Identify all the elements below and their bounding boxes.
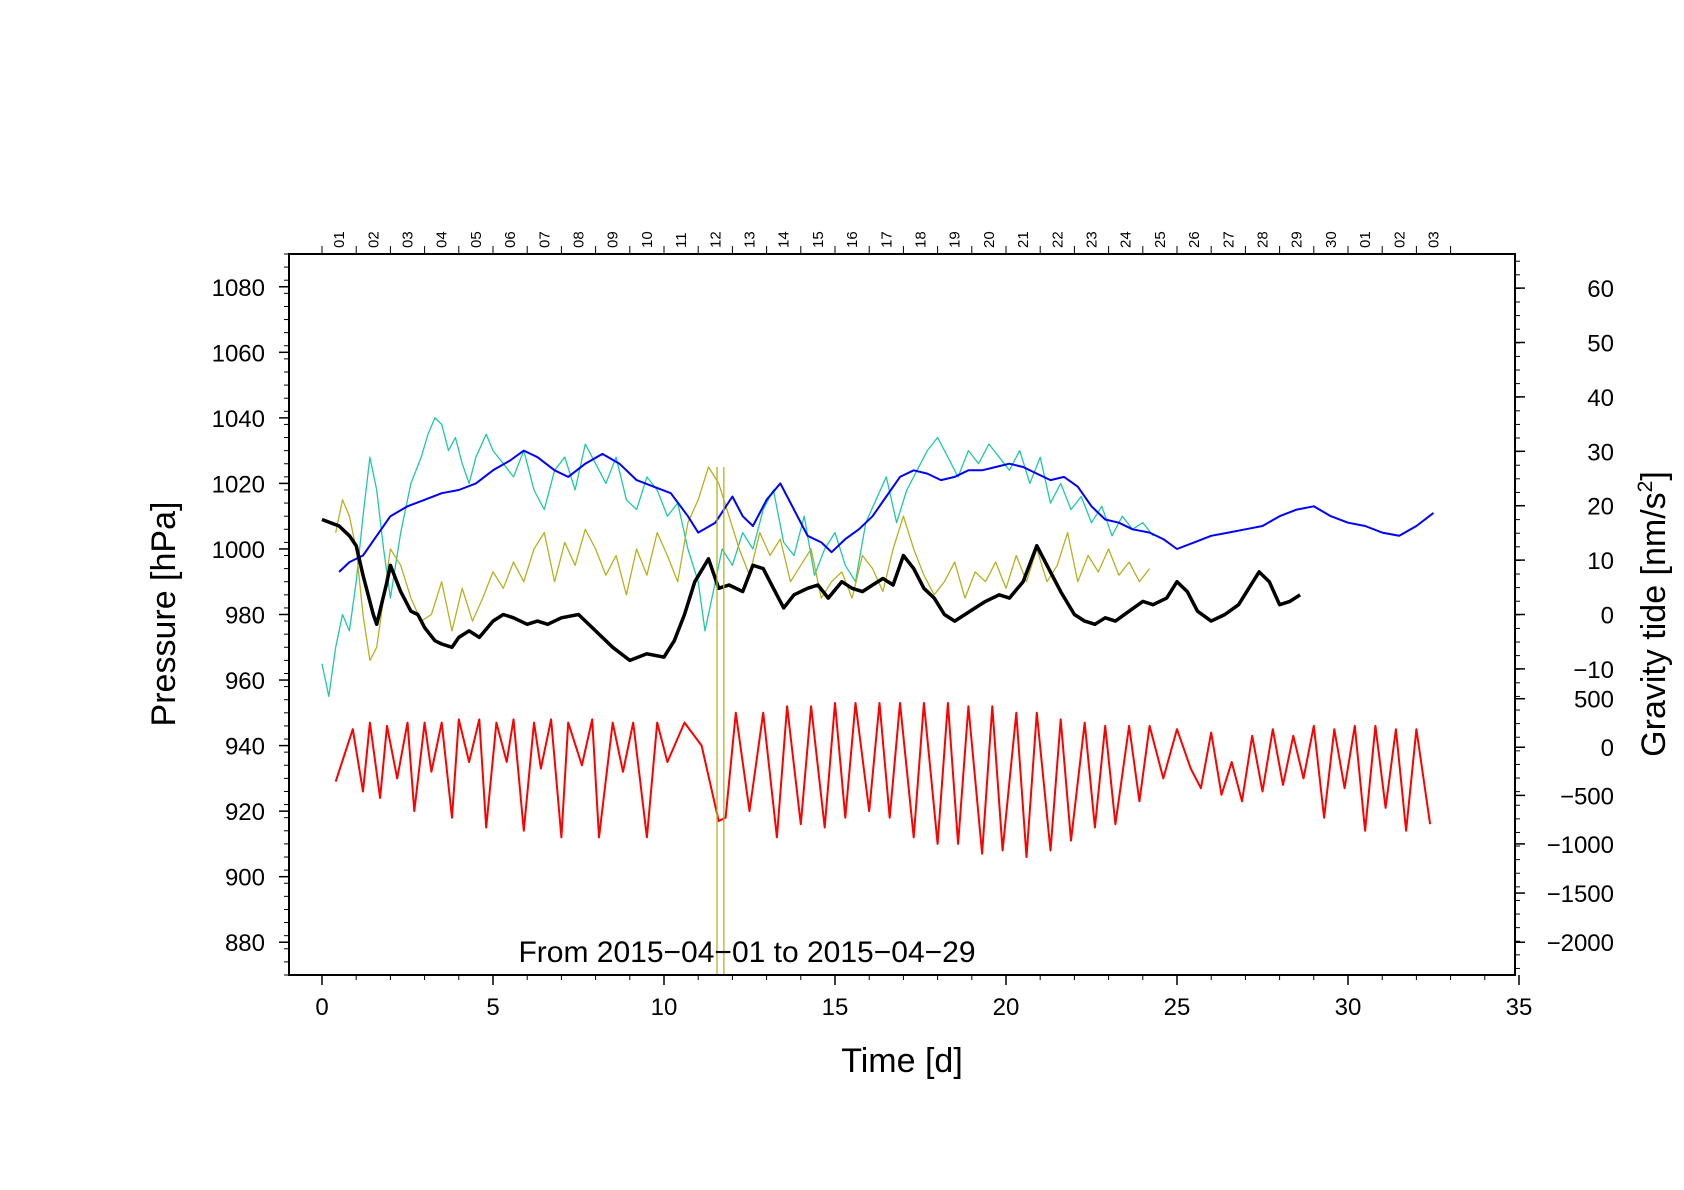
y-tick-label-right-lower: 500 (1574, 687, 1614, 714)
y-tick-label-left: 1000 (212, 537, 265, 564)
y-tick-label-left: 1080 (212, 275, 265, 302)
y-axis-title-right-sup: 2 (1634, 481, 1657, 493)
date-range-annotation: From 2015−04−01 to 2015−04−29 (518, 936, 975, 969)
top-day-label: 19 (947, 231, 964, 248)
top-day-label: 11 (673, 232, 690, 248)
y-tick-label-left: 940 (225, 734, 265, 761)
top-day-label: 22 (1049, 231, 1066, 248)
x-tick-label: 0 (315, 994, 328, 1021)
y-tick-label-left: 960 (225, 668, 265, 695)
top-day-label: 04 (434, 231, 451, 248)
x-tick-label: 15 (822, 994, 849, 1021)
x-tick-label: 25 (1164, 994, 1191, 1021)
y-tick-label-right-upper: 50 (1587, 330, 1614, 357)
top-day-label: 27 (1220, 231, 1237, 248)
top-day-label: 16 (844, 231, 861, 248)
top-day-label: 05 (468, 231, 485, 248)
top-day-label: 21 (1015, 231, 1032, 248)
top-day-label: 14 (776, 231, 793, 248)
y-tick-label-left: 1040 (212, 406, 265, 433)
top-day-label: 13 (742, 231, 759, 248)
x-tick-label: 20 (993, 994, 1020, 1021)
y-tick-label-right-lower: −500 (1560, 783, 1614, 810)
top-day-label: 28 (1255, 231, 1272, 248)
top-day-label: 10 (639, 231, 656, 248)
top-day-label: 20 (981, 231, 998, 248)
top-day-label: 18 (913, 231, 930, 248)
series-layer (321, 417, 1435, 975)
y-tick-label-left: 900 (225, 865, 265, 892)
top-day-label: 03 (400, 231, 417, 248)
y-tick-label-left: 920 (225, 799, 265, 826)
top-day-label: 07 (536, 231, 553, 248)
series-line-pressure-series-a (321, 417, 1154, 698)
top-day-label: 08 (571, 231, 588, 248)
y-axis-title-right: Gravity tide [nm/s2] (1634, 471, 1673, 757)
plot-area (288, 253, 1516, 976)
top-day-label: 25 (1152, 231, 1169, 248)
y-axis-title-right-main: Gravity tide [nm/s (1635, 492, 1673, 757)
y-tick-label-right-lower: 0 (1601, 735, 1614, 762)
y-tick-label-right-lower: −1500 (1547, 881, 1614, 908)
y-tick-label-right-upper: 30 (1587, 439, 1614, 466)
y-tick-label-left: 1060 (212, 340, 265, 367)
top-day-label: 09 (605, 231, 622, 248)
top-day-label: 12 (707, 231, 724, 248)
y-tick-label-right-upper: 0 (1601, 603, 1614, 630)
top-day-label: 26 (1186, 231, 1203, 248)
x-tick-label: 10 (651, 994, 678, 1021)
y-tick-label-right-upper: 40 (1587, 385, 1614, 412)
x-tick-label: 30 (1335, 994, 1362, 1021)
y-tick-label-left: 980 (225, 603, 265, 630)
top-day-label: 03 (1426, 231, 1443, 248)
top-day-label: 01 (1357, 231, 1374, 248)
x-tick-label: 35 (1506, 994, 1533, 1021)
top-day-label: 23 (1084, 231, 1101, 248)
top-day-label: 02 (365, 231, 382, 248)
y-tick-label-right-lower: −1000 (1547, 832, 1614, 859)
top-day-label: 17 (878, 231, 895, 248)
y-tick-label-right-upper: −10 (1573, 657, 1614, 684)
plot-frame (288, 253, 1516, 976)
x-tick-label: 5 (486, 994, 499, 1021)
series-line-pressure-series-b (335, 466, 1151, 662)
top-day-label: 15 (810, 231, 827, 248)
y-tick-label-right-lower: −2000 (1547, 930, 1614, 957)
y-tick-label-right-upper: 20 (1587, 494, 1614, 521)
series-line-gravity-tide (334, 702, 1432, 858)
series-line-pressure-regional (338, 449, 1435, 573)
y-tick-label-left: 1020 (212, 471, 265, 498)
top-day-label: 01 (331, 231, 348, 248)
top-day-label: 29 (1289, 231, 1306, 248)
y-axis-title-right-end: ] (1635, 471, 1673, 480)
y-tick-label-left: 880 (225, 930, 265, 957)
top-day-label: 06 (502, 231, 519, 248)
top-day-label: 30 (1323, 231, 1340, 248)
y-tick-label-right-upper: 60 (1587, 276, 1614, 303)
top-day-label: 24 (1118, 231, 1135, 248)
series-line-pressure-local (321, 517, 1302, 663)
y-tick-label-right-upper: 10 (1587, 548, 1614, 575)
y-axis-title-left: Pressure [hPa] (145, 502, 183, 727)
x-axis-title: Time [d] (841, 1042, 963, 1080)
top-day-label: 02 (1391, 231, 1408, 248)
